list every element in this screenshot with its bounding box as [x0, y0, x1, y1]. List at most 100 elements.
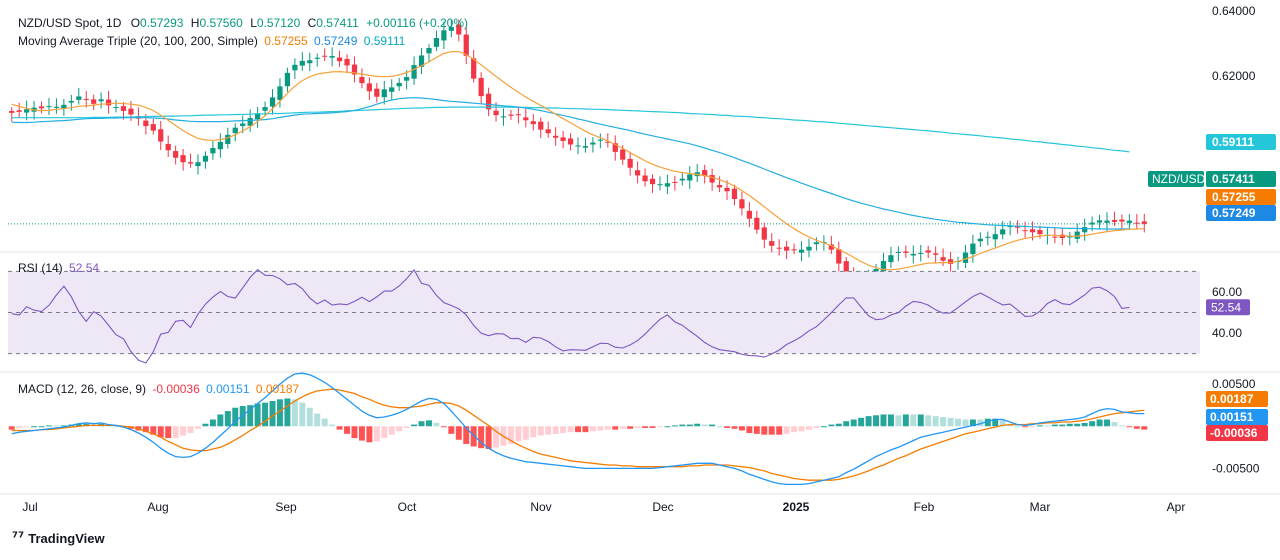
macd-hist-bar — [694, 423, 701, 427]
candle — [404, 77, 410, 81]
macd-hist-bar — [440, 426, 447, 428]
candle — [888, 255, 894, 263]
macd-line — [11, 372, 1145, 486]
candle — [947, 259, 954, 264]
macd-hist-bar — [1059, 424, 1066, 427]
macd-hist-bar — [23, 426, 30, 428]
candle — [1029, 229, 1036, 233]
x-tick-label: Mar — [1030, 500, 1051, 514]
macd-hist-bar — [113, 426, 120, 428]
candle — [187, 162, 194, 164]
candle — [485, 93, 492, 110]
macd-hist-bar — [217, 414, 224, 427]
macd-hist-bar — [31, 426, 38, 428]
candle — [16, 110, 22, 112]
candle — [128, 108, 134, 115]
macd-hist-bar — [1141, 426, 1148, 430]
close-label: C — [307, 16, 317, 30]
macd-hist-bar — [597, 426, 604, 431]
candle — [61, 104, 67, 109]
candle — [411, 65, 417, 79]
candle — [590, 142, 596, 145]
macd-hist-bar — [664, 426, 671, 428]
candle — [493, 110, 499, 116]
candle — [1119, 219, 1125, 222]
candle — [9, 110, 15, 113]
candle — [627, 158, 633, 168]
candle — [642, 175, 648, 182]
brand-name: TradingView — [28, 530, 105, 546]
macd-hist-bar — [977, 419, 984, 427]
macd-hist-bar — [1081, 422, 1088, 427]
macd-hist-bar — [262, 402, 269, 427]
candle — [933, 253, 939, 255]
candle — [1074, 231, 1080, 239]
macd-hist-bar — [619, 426, 626, 429]
rsi-axis-tick: 60.00 — [1212, 285, 1242, 299]
candle — [98, 99, 104, 102]
candle — [105, 99, 112, 106]
rsi-axis-tick: 40.00 — [1212, 326, 1242, 340]
macd-hist-bar — [299, 402, 306, 427]
macd-hist-bar — [53, 425, 60, 427]
candle — [918, 252, 924, 254]
macd-hist-bar — [627, 426, 634, 429]
macd-hist-bar — [1074, 423, 1081, 427]
macd-hist-bar — [38, 426, 45, 428]
macd-hist-bar — [433, 422, 440, 427]
macd-hist-bar — [448, 426, 455, 434]
candle — [195, 162, 201, 167]
x-tick-label: Dec — [652, 500, 673, 514]
candle — [515, 114, 521, 116]
macd-hist-bar — [1044, 425, 1051, 427]
footer: ⁷⁷ TradingView — [12, 530, 105, 546]
macd-hist-bar — [247, 405, 254, 427]
macd-signal-line — [11, 388, 1145, 481]
candle — [791, 249, 797, 251]
candle — [441, 30, 447, 41]
ma200-value: 0.59111 — [363, 34, 406, 48]
candle — [113, 107, 119, 109]
candle — [962, 252, 969, 263]
candle — [731, 188, 738, 200]
high-label: H — [190, 16, 200, 30]
macd-value-tag: -0.00036 — [1210, 426, 1258, 440]
candle — [83, 98, 89, 100]
candle — [1089, 222, 1095, 225]
candle — [895, 251, 901, 253]
candle — [344, 58, 350, 66]
candle — [977, 238, 983, 242]
close-value: 0.57411 — [316, 16, 359, 30]
macd-hist-bar — [321, 418, 328, 427]
candle — [560, 137, 566, 141]
candle — [836, 249, 842, 264]
macd-hist-bar — [850, 419, 857, 427]
macd-hist-bar — [716, 426, 723, 428]
macd-hist-bar — [403, 426, 410, 428]
macd-hist-bar — [336, 426, 343, 430]
candle — [374, 88, 380, 97]
macd-hist-bar — [291, 399, 298, 427]
rsi-line — [11, 268, 1130, 364]
macd-hist-bar — [1089, 421, 1096, 427]
macd-hist-bar — [157, 426, 164, 438]
macd-hist-bar — [1133, 426, 1140, 429]
price-label-text: 0.57411 — [1212, 172, 1255, 186]
candle — [202, 155, 209, 162]
candle — [635, 170, 641, 176]
candle — [225, 134, 231, 145]
macd-hist-bar — [679, 424, 686, 427]
candle — [307, 60, 313, 64]
macd-hist-bar — [1022, 426, 1029, 428]
candle — [709, 175, 715, 183]
macd-hist-bar — [858, 417, 865, 427]
candle — [724, 187, 730, 192]
macd-hist-bar — [284, 398, 291, 427]
candle — [575, 145, 581, 147]
rsi-value-tag: 52.54 — [1211, 300, 1241, 314]
candle — [649, 178, 656, 185]
macd-hist-bar — [8, 426, 15, 430]
candle — [985, 236, 991, 238]
